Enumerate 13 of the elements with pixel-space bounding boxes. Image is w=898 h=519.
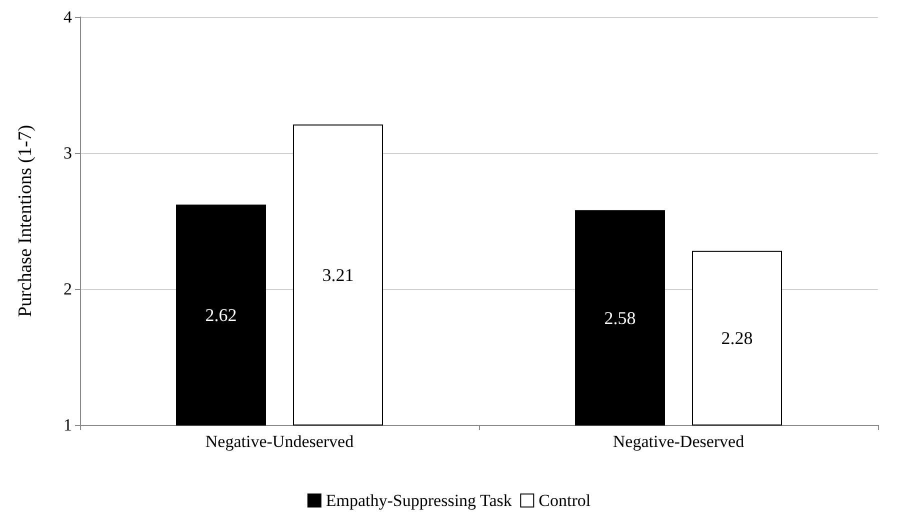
data-label: 2.62 [205,305,237,326]
y-tick-label: 2 [64,280,72,298]
x-tick-label: Negative-Deserved [612,432,745,451]
data-label: 3.21 [322,264,354,285]
x-tick-label: Negative-Undeserved [205,432,354,451]
legend-label: Empathy-Suppressing Task [326,491,512,510]
legend-label: Control [538,491,591,510]
y-axis-title: Purchase Intentions (1-7) [15,124,36,318]
y-tick-label: 1 [64,416,72,434]
data-label: 2.58 [604,308,636,328]
data-label: 2.28 [721,328,753,348]
y-tick-label: 3 [64,144,72,162]
y-tick-label: 4 [64,8,72,26]
